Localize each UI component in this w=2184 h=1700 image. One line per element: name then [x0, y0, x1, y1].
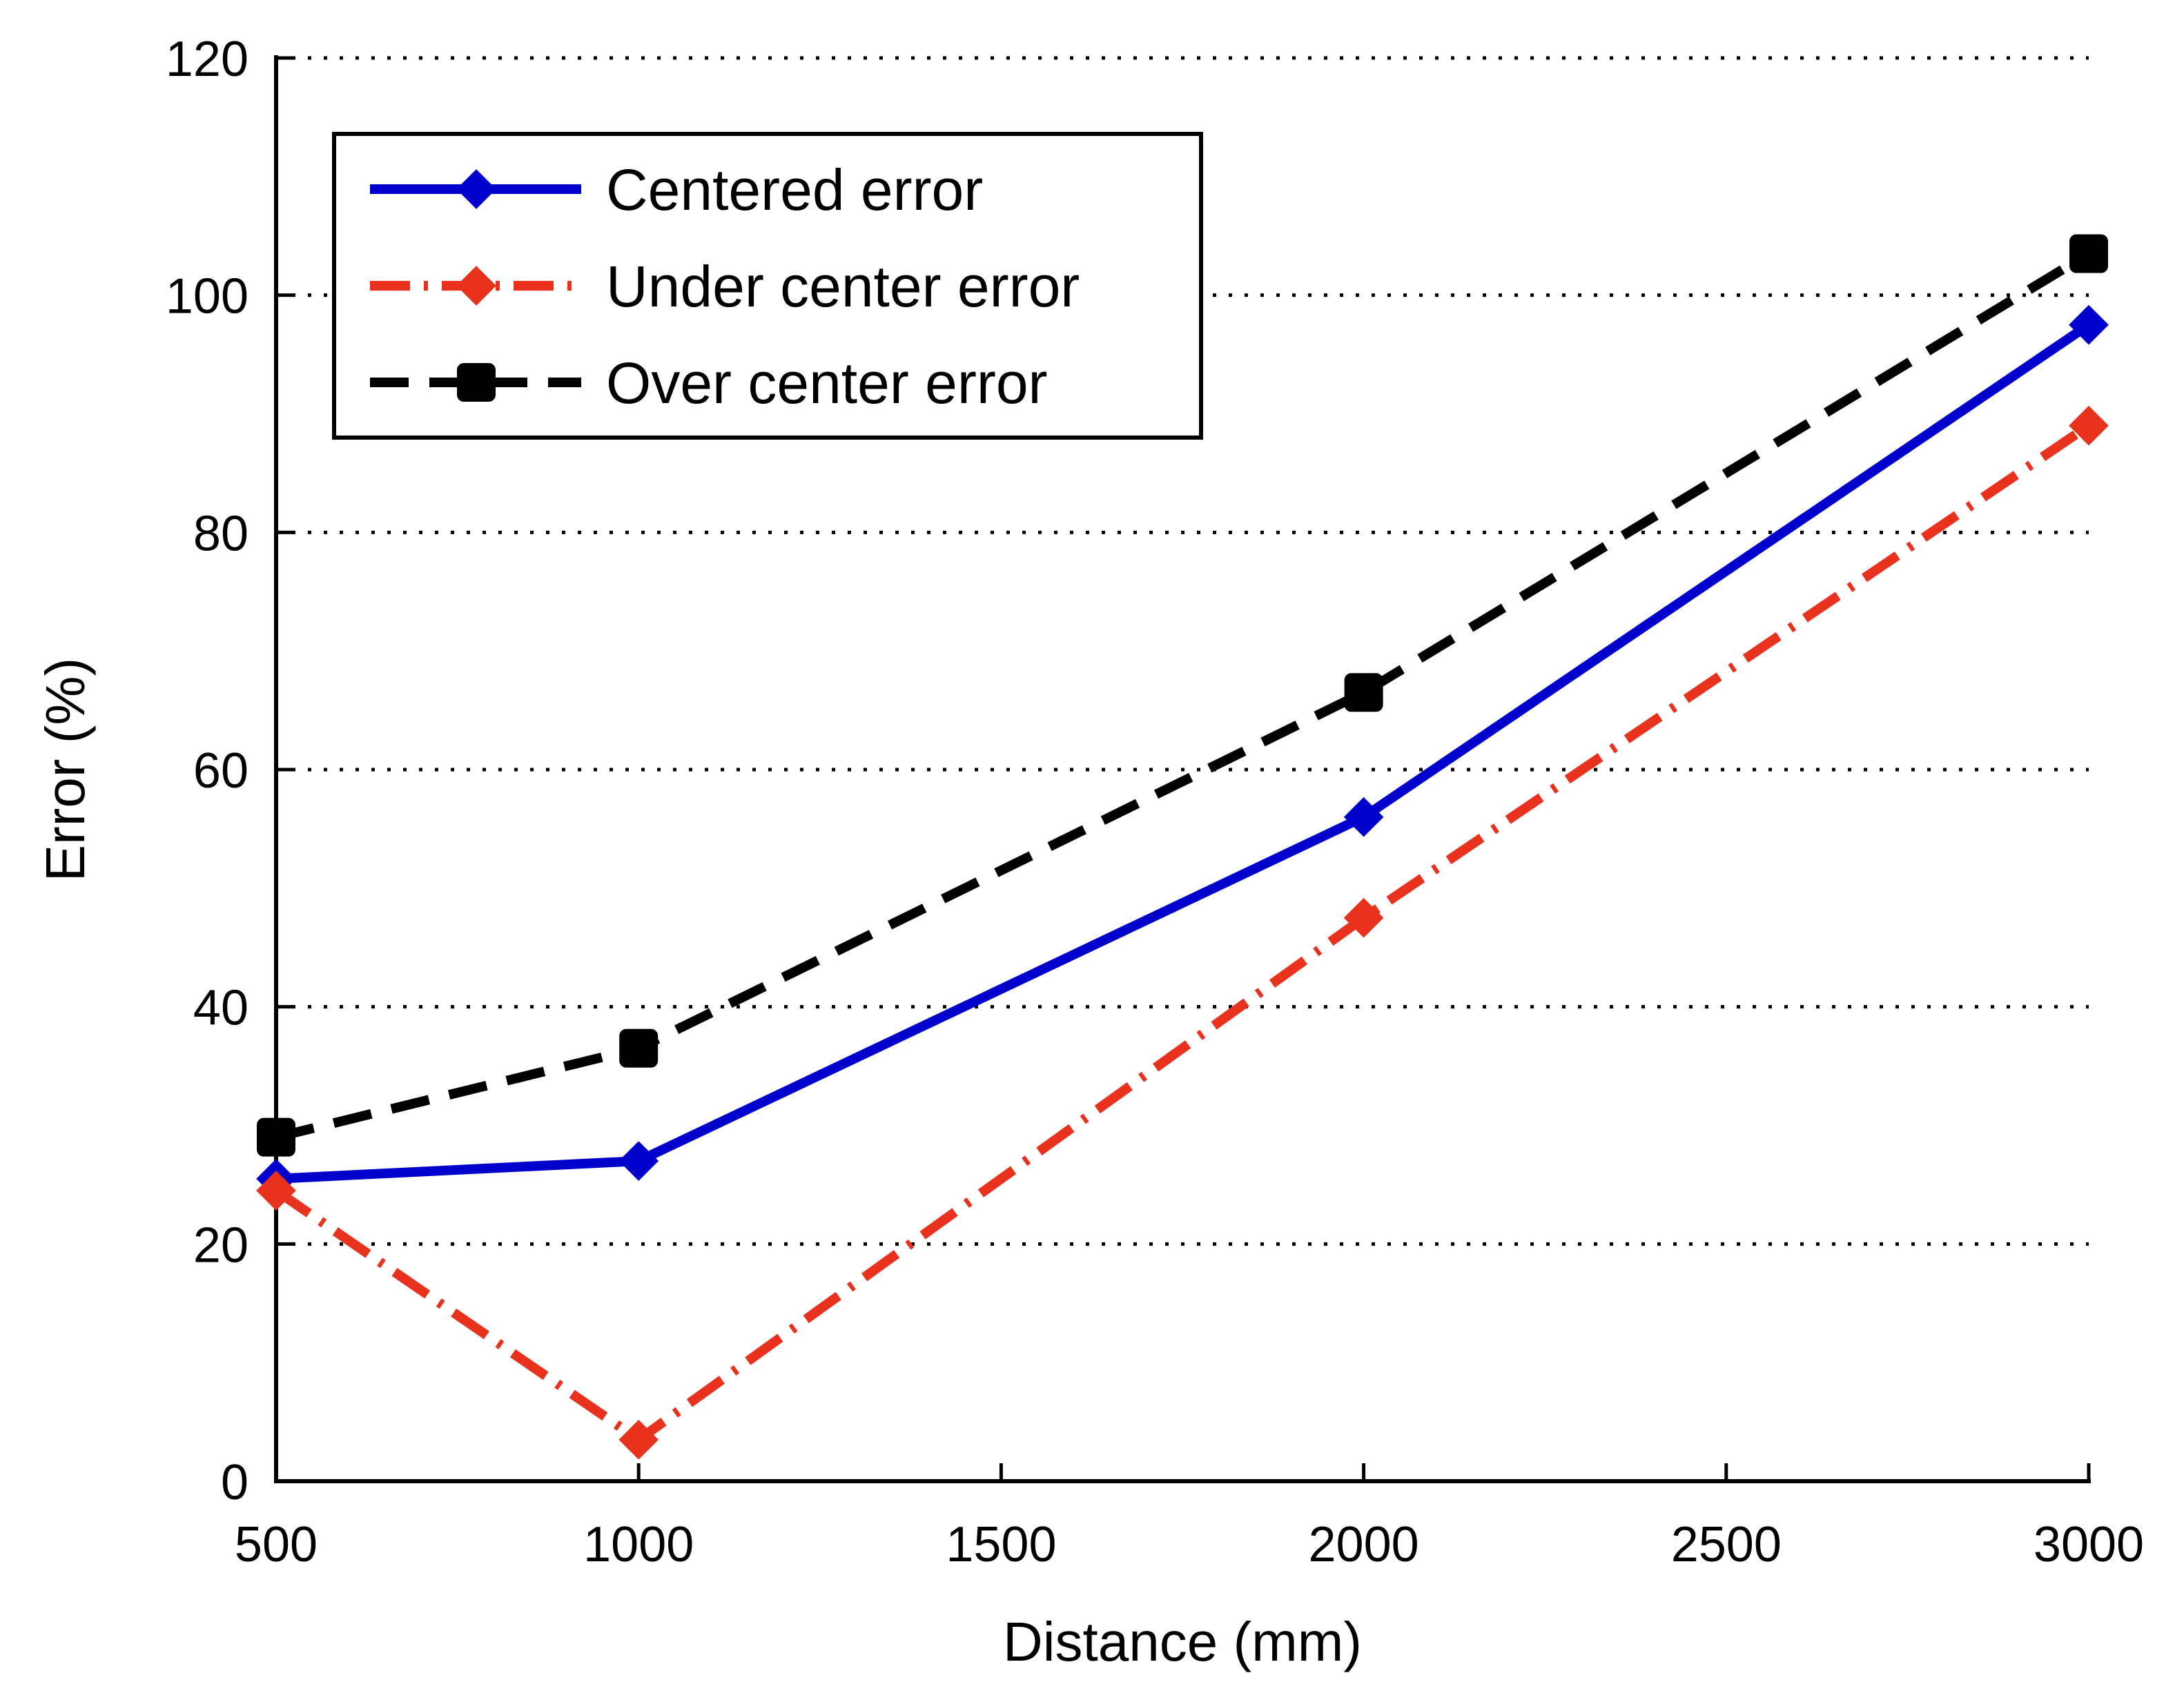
series-line	[275, 249, 2092, 1142]
data-point	[2069, 405, 2109, 446]
legend-entry: Centered error	[370, 157, 983, 222]
series-lines	[256, 234, 2109, 1460]
y-tick-label: 80	[193, 506, 248, 561]
data-point	[1343, 897, 1384, 938]
tick-labels: 500 1000 1500 2000 2500 3000 0 20 40 60 80 100 120	[166, 32, 2144, 1572]
x-tick-label: 3000	[2034, 1517, 2144, 1572]
x-axis-title: Distance (mm)	[1003, 1611, 1362, 1672]
series-3	[257, 234, 2108, 1157]
y-tick-label: 40	[193, 981, 248, 1036]
y-tick-label: 0	[221, 1455, 248, 1510]
series-line	[275, 320, 2092, 1184]
x-tick-label: 1000	[583, 1517, 694, 1572]
y-axis-title: Error (%)	[35, 658, 96, 881]
legend-marker	[456, 169, 496, 209]
y-tick-label: 120	[166, 32, 248, 87]
y-tick-label: 100	[166, 269, 248, 324]
series-1	[256, 304, 2109, 1199]
series-2	[256, 405, 2109, 1460]
legend-label: Over center error	[606, 351, 1048, 416]
y-tick-label: 20	[193, 1218, 248, 1273]
series-line	[273, 421, 2092, 1445]
legend-entry: Over center error	[370, 351, 1048, 416]
legend-label: Centered error	[606, 157, 983, 222]
data-point	[257, 1117, 295, 1157]
data-point	[2069, 304, 2109, 345]
data-point	[2069, 234, 2108, 273]
x-tick-label: 2000	[1309, 1517, 1419, 1572]
data-point	[618, 1420, 659, 1460]
data-point	[618, 1141, 659, 1181]
legend: Centered error Under center error Over cen…	[332, 132, 1203, 440]
legend-marker	[456, 266, 496, 306]
legend-marker	[457, 363, 496, 402]
x-tick-label: 500	[235, 1517, 318, 1572]
x-tick-label: 2500	[1671, 1517, 1782, 1572]
legend-label: Under center error	[606, 254, 1080, 319]
data-point	[256, 1171, 296, 1211]
data-point	[619, 1028, 659, 1068]
legend-entry: Under center error	[370, 254, 1080, 319]
y-tick-label: 60	[193, 743, 248, 799]
x-tick-label: 1500	[946, 1517, 1056, 1572]
data-point	[1344, 673, 1383, 712]
data-point	[1343, 797, 1384, 837]
